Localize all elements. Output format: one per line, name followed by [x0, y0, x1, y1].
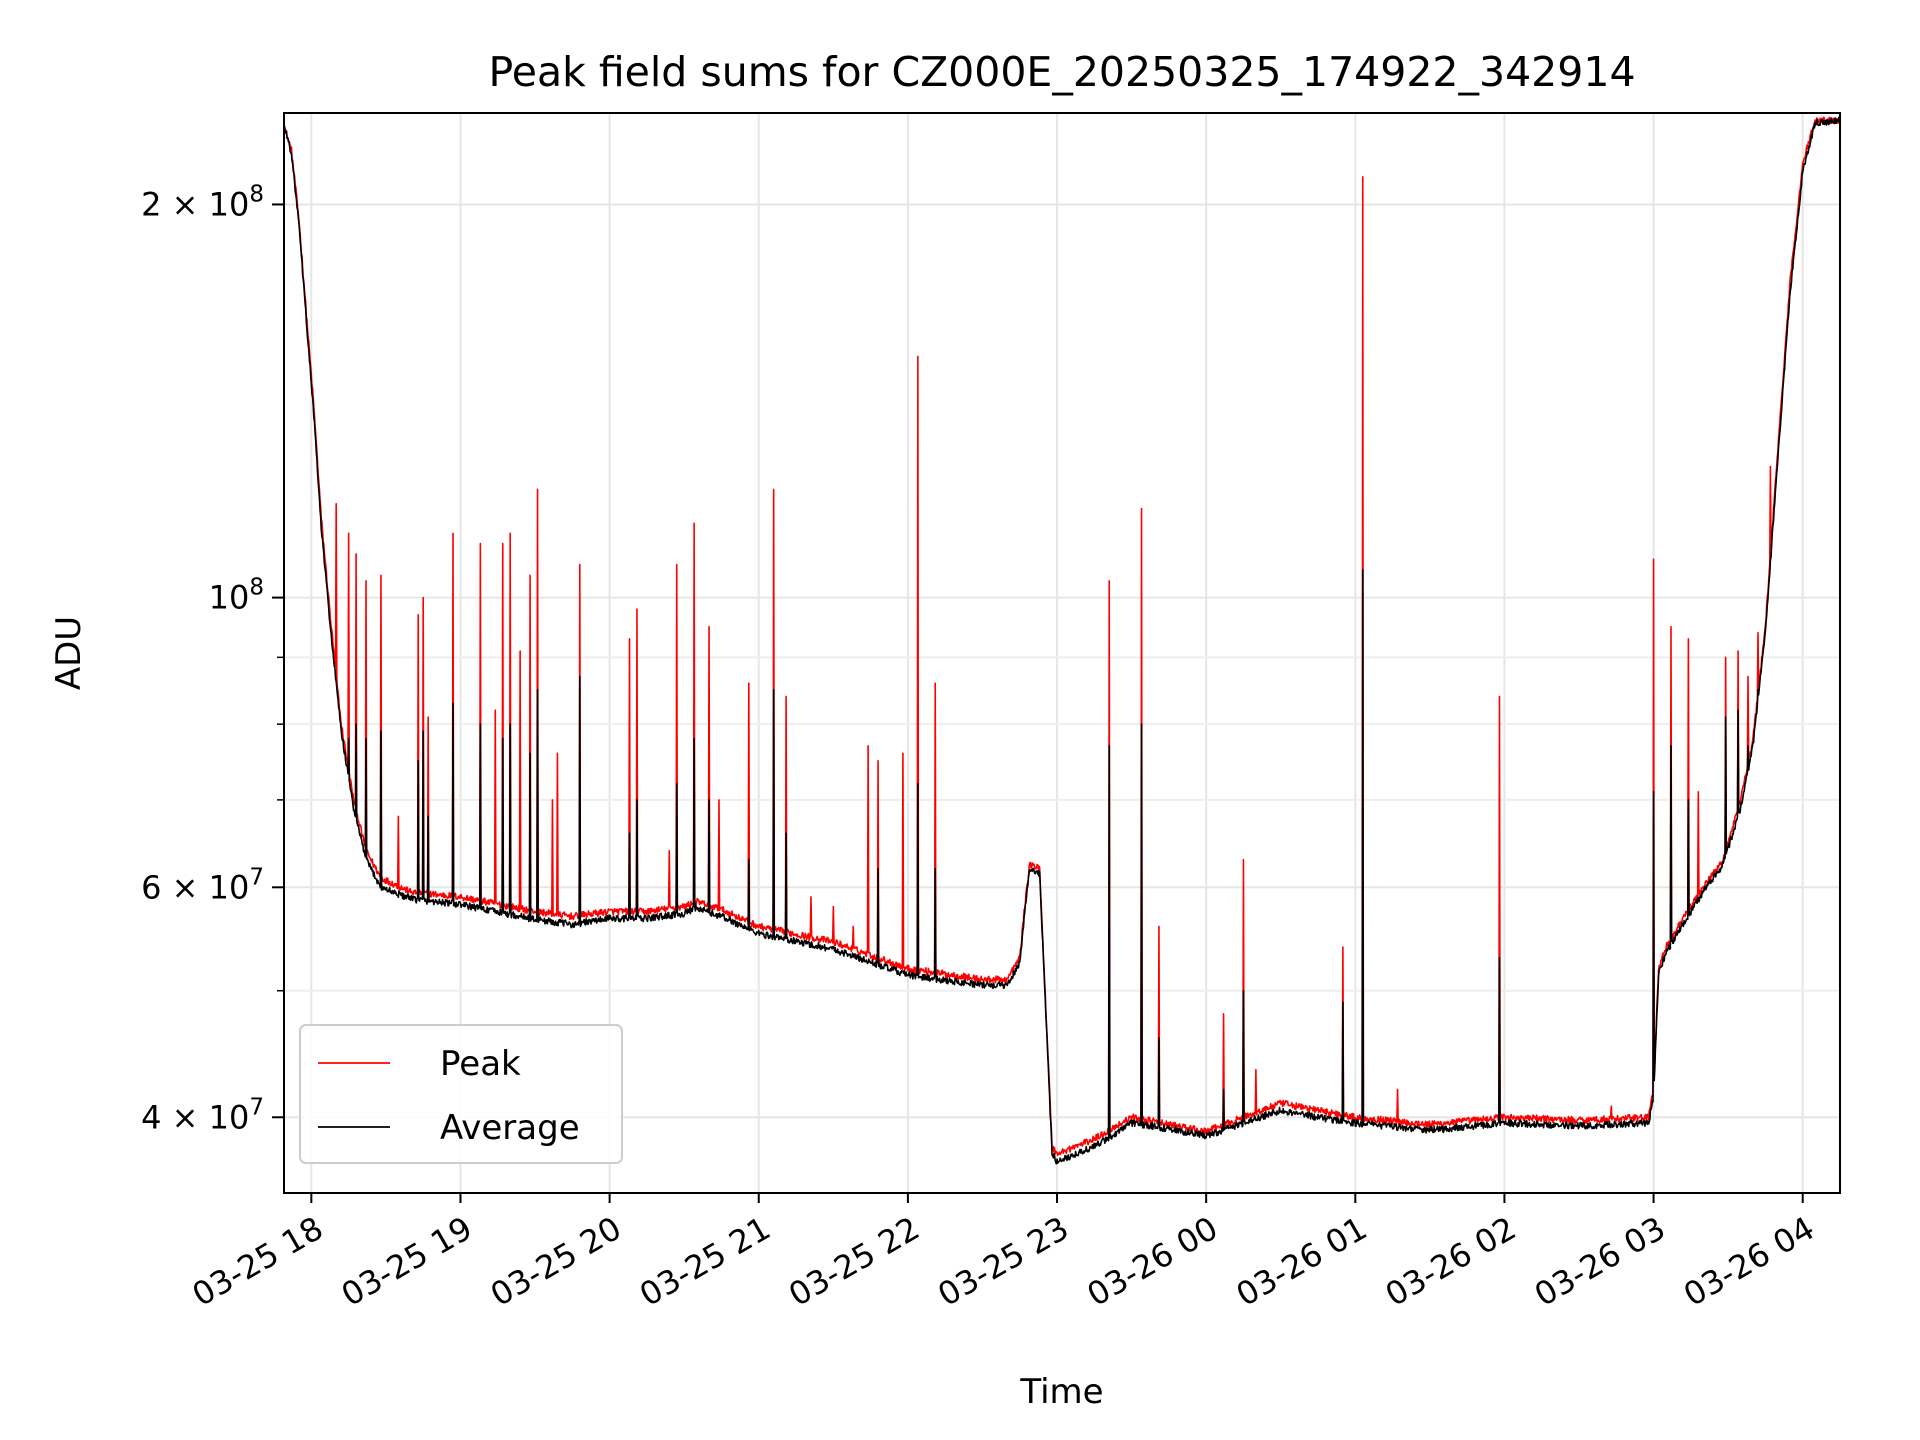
series-line-peak — [284, 116, 1840, 1157]
x-tick-label: 03-26 03 — [1528, 1209, 1672, 1314]
x-tick-label: 03-25 20 — [484, 1209, 628, 1314]
x-axis-label: Time — [1019, 1372, 1103, 1412]
y-tick-label: 6 × 107 — [141, 864, 264, 906]
x-tick-label: 03-25 19 — [335, 1209, 479, 1314]
chart-title: Peak field sums for CZ000E_20250325_1749… — [488, 48, 1635, 96]
y-tick-label: 4 × 107 — [141, 1094, 264, 1136]
x-tick-label: 03-25 21 — [633, 1209, 777, 1314]
x-tick-label: 03-26 00 — [1081, 1209, 1225, 1314]
legend-box — [299, 1024, 623, 1164]
x-tick-label: 03-26 04 — [1677, 1209, 1821, 1314]
y-tick-label: 2 × 108 — [141, 181, 264, 223]
plot-area — [284, 116, 1840, 1165]
x-tick-label: 03-25 22 — [782, 1209, 926, 1314]
y-axis-ticks: 4 × 107 6 × 107 108 2 × 108 — [141, 181, 284, 1136]
x-tick-label: 03-26 01 — [1230, 1209, 1374, 1314]
series-line-average — [284, 116, 1840, 1165]
x-tick-label: 03-26 02 — [1379, 1209, 1523, 1314]
x-tick-label: 03-25 18 — [186, 1209, 330, 1314]
plot-frame — [283, 112, 1841, 1194]
legend-label-peak: Peak — [440, 1044, 521, 1084]
y-tick-label: 108 — [209, 575, 264, 617]
legend-label-average: Average — [440, 1108, 580, 1148]
y-axis-label: ADU — [49, 616, 89, 690]
x-axis-ticks: 03-25 18 03-25 19 03-25 20 03-25 21 03-25 22… — [186, 1193, 1821, 1314]
legend: Peak Average — [299, 1024, 623, 1164]
x-tick-label: 03-25 23 — [931, 1209, 1075, 1314]
